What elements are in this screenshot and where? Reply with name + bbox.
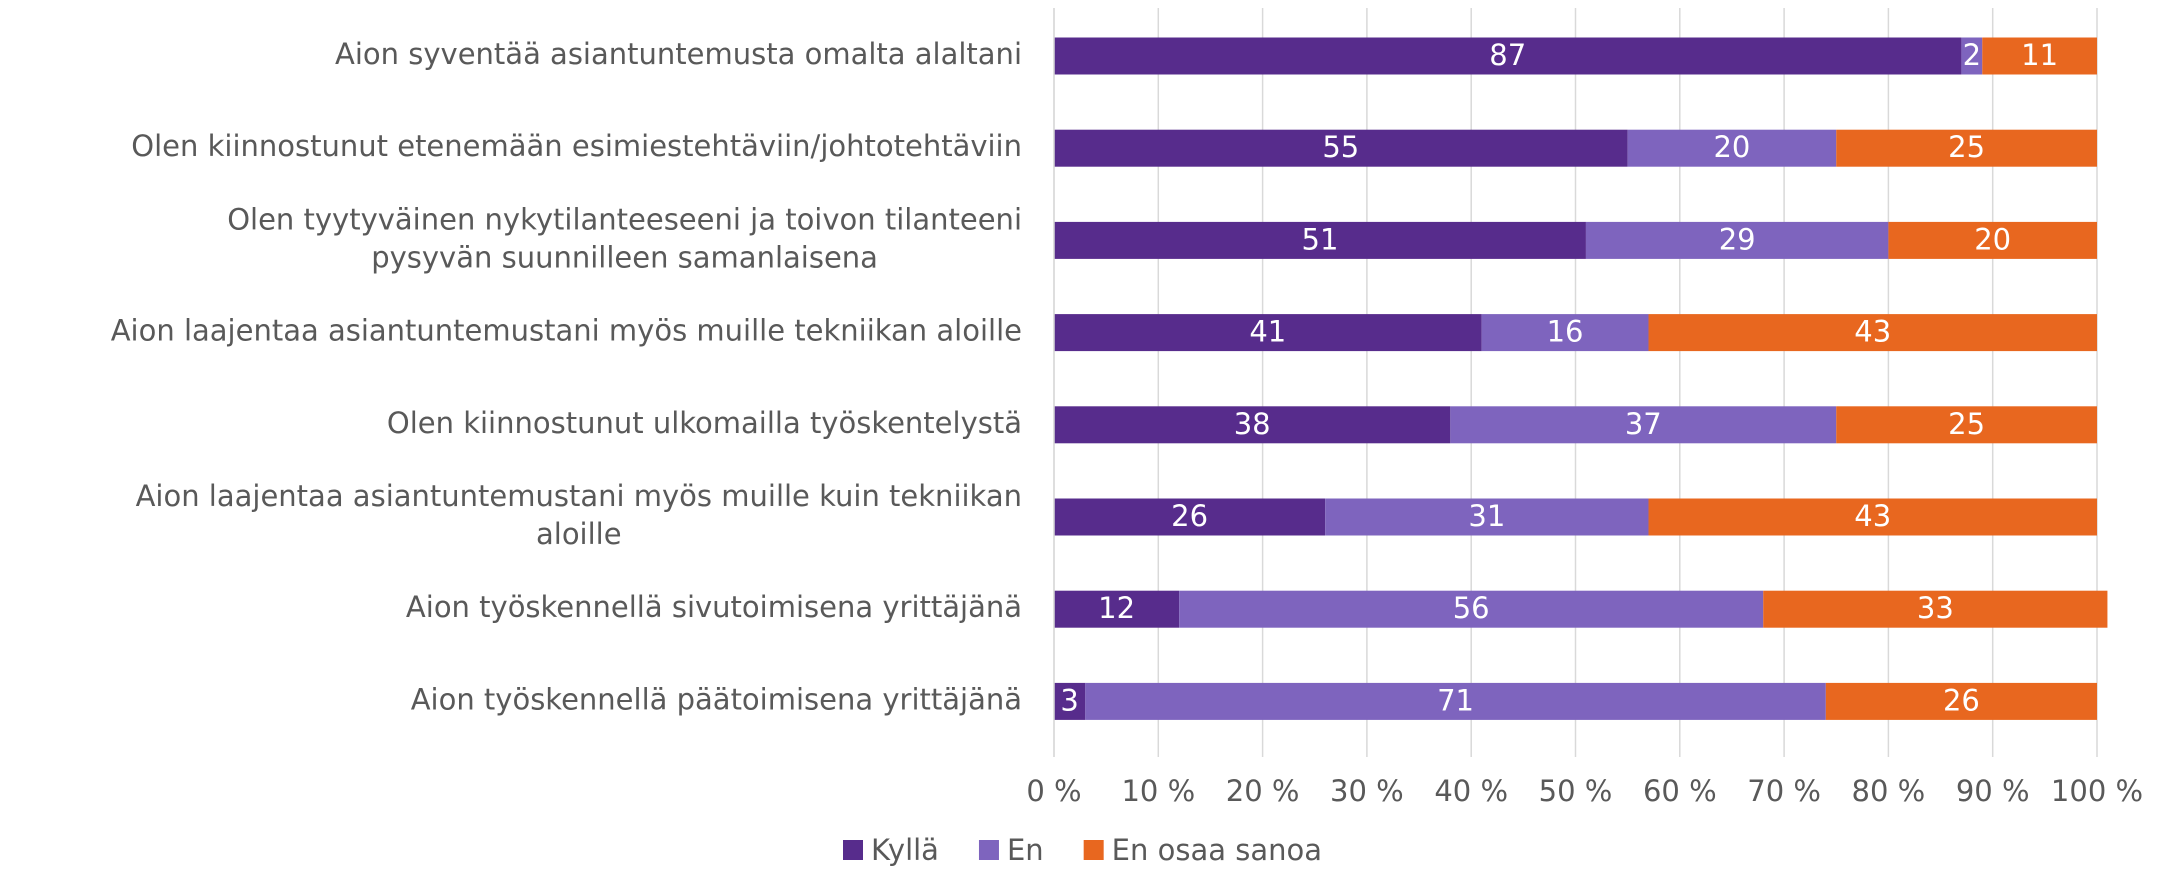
bar-segment xyxy=(1648,498,2097,536)
value-label: 56 xyxy=(1453,591,1490,625)
value-label: 25 xyxy=(1948,407,1985,441)
bar-segment xyxy=(1585,221,1889,259)
bar-segment xyxy=(1054,129,1628,167)
value-label: 3 xyxy=(1060,683,1078,717)
bar-segment xyxy=(1054,682,1086,720)
value-label: 41 xyxy=(1249,315,1286,349)
x-tick-label: 80 % xyxy=(1852,774,1926,808)
bar-segment xyxy=(1825,682,2097,720)
legend-swatch xyxy=(978,840,999,860)
legend-label: En osaa sanoa xyxy=(1112,833,1322,867)
value-label: 71 xyxy=(1437,683,1474,717)
legend-swatch xyxy=(843,840,863,860)
label-line: pysyvän suunnilleen samanlaisena xyxy=(371,240,878,274)
category-label: Olen kiinnostunut ulkomailla työskentely… xyxy=(387,406,1022,440)
x-tick-label: 30 % xyxy=(1330,774,1404,808)
value-label: 25 xyxy=(1948,130,1985,164)
value-label: 16 xyxy=(1547,315,1584,349)
label-line: aloille xyxy=(536,517,622,551)
legend-label: En xyxy=(1007,833,1044,867)
bar-segment xyxy=(1054,406,1451,444)
bar-segment xyxy=(1054,498,1326,536)
bar-segment xyxy=(1054,221,1586,259)
x-tick-label: 40 % xyxy=(1434,774,1508,808)
bar-segment xyxy=(1627,129,1837,167)
category-label: Aion laajentaa asiantuntemustani myös mu… xyxy=(111,314,1022,348)
bar-segment xyxy=(1763,590,2108,628)
value-label: 38 xyxy=(1234,407,1271,441)
value-label: 12 xyxy=(1098,591,1135,625)
value-label: 20 xyxy=(1974,222,2011,256)
legend-label: Kyllä xyxy=(871,833,939,867)
bar-segment xyxy=(1450,406,1837,444)
value-label: 43 xyxy=(1854,315,1891,349)
value-label: 2 xyxy=(1963,38,1981,72)
bar-segment xyxy=(1836,129,2097,167)
value-label: 11 xyxy=(2021,38,2058,72)
bar-segment xyxy=(1648,314,2097,352)
x-tick-label: 20 % xyxy=(1226,774,1300,808)
category-label: Aion syventää asiantuntemusta omalta ala… xyxy=(335,37,1022,71)
category-label: Olen tyytyväinen nykytilanteeseeni ja to… xyxy=(227,202,1022,274)
bar-segment xyxy=(1054,37,1962,75)
x-tick-label: 50 % xyxy=(1539,774,1613,808)
bar-segment xyxy=(1961,37,1983,75)
category-label: Olen kiinnostunut etenemään esimiestehtä… xyxy=(131,129,1022,163)
bar-segment xyxy=(1179,590,1764,628)
value-label: 37 xyxy=(1625,407,1662,441)
category-label: Aion työskennellä sivutoimisena yrittäjä… xyxy=(406,590,1022,624)
value-label: 43 xyxy=(1854,499,1891,533)
bar-segment xyxy=(1481,314,1649,352)
x-tick-label: 100 % xyxy=(2051,774,2143,808)
bar-segment xyxy=(1888,221,2097,259)
value-label: 55 xyxy=(1322,130,1359,164)
value-label: 87 xyxy=(1489,38,1526,72)
value-label: 26 xyxy=(1171,499,1208,533)
value-label: 26 xyxy=(1943,683,1980,717)
label-line: Aion laajentaa asiantuntemustani myös mu… xyxy=(136,479,1022,513)
value-label: 33 xyxy=(1917,591,1954,625)
bar-segment xyxy=(1054,314,1482,352)
x-tick-label: 0 % xyxy=(1026,774,1081,808)
legend-swatch xyxy=(1083,840,1104,860)
value-label: 31 xyxy=(1468,499,1505,533)
value-label: 51 xyxy=(1302,222,1339,256)
value-label: 29 xyxy=(1719,222,1756,256)
x-tick-label: 90 % xyxy=(1956,774,2030,808)
bar-segment xyxy=(1085,682,1826,720)
bar-segment xyxy=(1982,37,2097,75)
bar-segment xyxy=(1325,498,1649,536)
x-tick-label: 60 % xyxy=(1643,774,1717,808)
category-label: Aion laajentaa asiantuntemustani myös mu… xyxy=(136,479,1022,551)
value-label: 20 xyxy=(1713,130,1750,164)
x-tick-label: 70 % xyxy=(1747,774,1821,808)
category-label: Aion työskennellä päätoimisena yrittäjän… xyxy=(411,682,1022,716)
label-line: Olen tyytyväinen nykytilanteeseeni ja to… xyxy=(227,202,1022,236)
x-tick-label: 10 % xyxy=(1121,774,1195,808)
bar-segment xyxy=(1054,590,1180,628)
bar-segment xyxy=(1836,406,2097,444)
